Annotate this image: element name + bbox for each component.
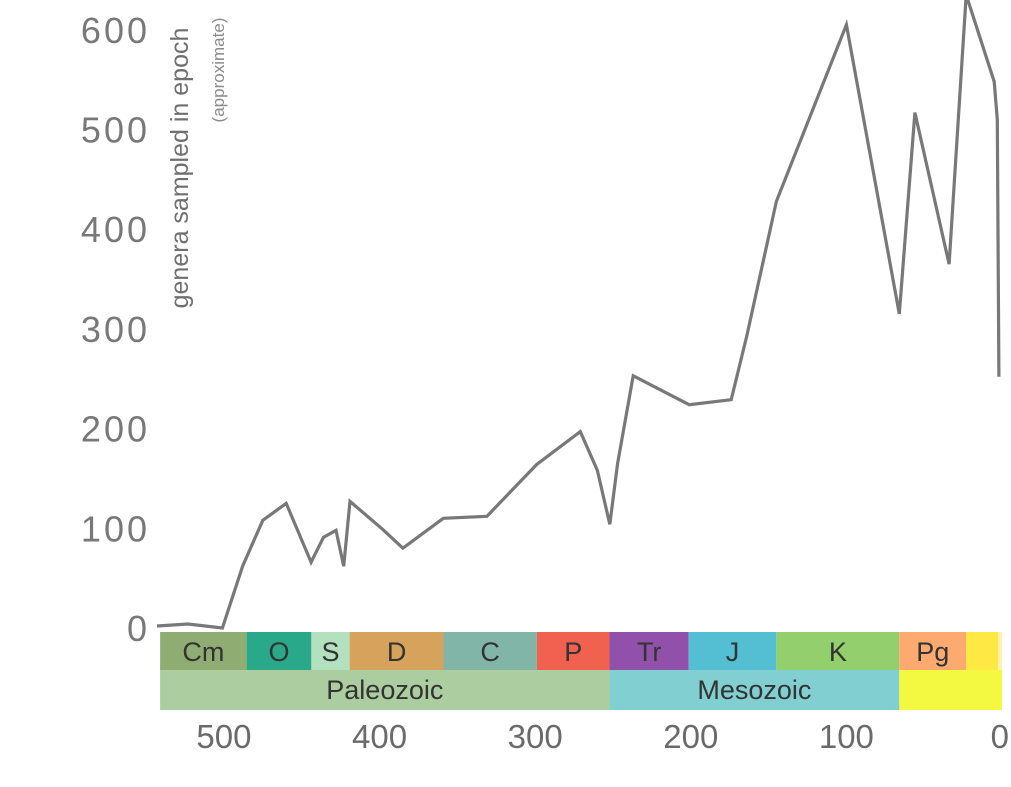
y-axis-label: genera sampled in epoch <box>166 28 194 309</box>
era-band <box>899 670 1002 710</box>
y-tick-label: 500 <box>81 110 150 151</box>
period-band <box>160 632 247 670</box>
period-band <box>966 632 998 670</box>
era-label: Mesozoic <box>697 675 811 705</box>
y-tick-label: 600 <box>81 10 150 51</box>
y-tick-label: 0 <box>127 608 150 649</box>
period-label: Cm <box>182 637 224 667</box>
x-tick-label: 400 <box>352 718 407 755</box>
era-band <box>160 670 610 710</box>
period-label: K <box>829 637 847 667</box>
period-label: Pg <box>916 637 949 667</box>
period-label: P <box>564 637 582 667</box>
period-band <box>997 632 1002 670</box>
y-tick-label: 300 <box>81 309 150 350</box>
period-label: O <box>268 637 289 667</box>
x-tick-label: 100 <box>819 718 874 755</box>
geologic-eras-bar: Paleozoic Mesozoic <box>160 670 1002 710</box>
period-label: C <box>480 637 500 667</box>
period-label: D <box>387 637 407 667</box>
x-axis-ticks: 500 400 300 200 100 0 <box>196 718 1009 755</box>
period-band <box>536 632 610 670</box>
geologic-periods-bar: Cm O S D C P Tr J K Pg <box>160 632 1002 670</box>
y-axis-label-note: (approximate) <box>209 18 228 123</box>
y-tick-label: 200 <box>81 409 150 450</box>
y-axis-ticks: 0 100 200 300 400 500 600 <box>81 10 150 649</box>
period-band <box>609 632 689 670</box>
y-tick-label: 100 <box>81 508 150 549</box>
period-band <box>776 632 900 670</box>
period-band <box>246 632 312 670</box>
x-tick-label: 300 <box>508 718 563 755</box>
era-band <box>609 670 900 710</box>
period-band <box>688 632 777 670</box>
x-tick-label: 500 <box>196 718 251 755</box>
x-tick-label: 200 <box>663 718 718 755</box>
period-band <box>899 632 967 670</box>
period-label: S <box>322 637 340 667</box>
x-tick-label: 0 <box>991 718 1009 755</box>
y-tick-label: 400 <box>81 209 150 250</box>
period-band <box>349 632 444 670</box>
series-line-layer <box>156 0 1001 630</box>
period-band <box>311 632 350 670</box>
period-label: J <box>726 637 740 667</box>
period-label: Tr <box>637 637 661 667</box>
genera-series-line <box>156 0 1001 630</box>
period-band <box>443 632 537 670</box>
era-label: Paleozoic <box>326 675 443 705</box>
